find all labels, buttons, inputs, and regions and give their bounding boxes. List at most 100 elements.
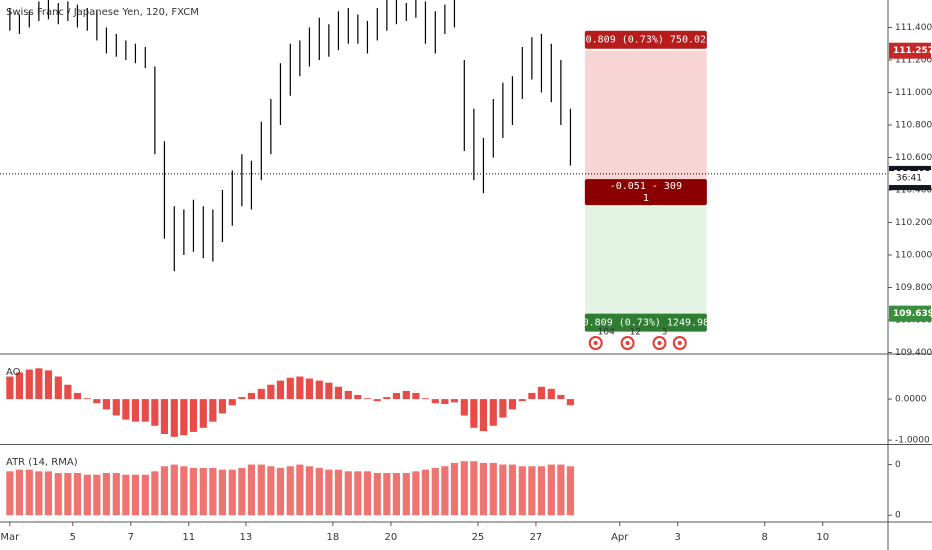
histogram-bar [64, 473, 72, 516]
histogram-bar [25, 469, 33, 516]
histogram-bar [257, 388, 265, 400]
histogram-bar [44, 471, 53, 516]
histogram-bar [6, 471, 14, 516]
histogram-bar [305, 378, 314, 400]
price-badge-label: 109.639 [893, 309, 932, 319]
x-tick-label: 13 [240, 532, 253, 543]
histogram-bar [354, 394, 362, 400]
histogram-bar [537, 466, 546, 516]
histogram-bar [199, 467, 207, 516]
histogram-bar [267, 384, 275, 400]
y-tick-label: 109.800 [895, 283, 932, 293]
price-badge [889, 305, 931, 322]
histogram-bar [421, 398, 430, 400]
histogram-bar [73, 392, 82, 400]
histogram-bar [450, 399, 459, 403]
histogram-bar [547, 464, 555, 516]
histogram-bar [238, 467, 246, 516]
histogram-bar [228, 469, 236, 516]
histogram-bar [431, 399, 439, 404]
y-tick-label: -1.0000 [895, 436, 930, 446]
histogram-bar [276, 380, 285, 400]
price-badge-label: 111.257 [893, 46, 932, 56]
histogram-bar [470, 399, 478, 428]
histogram-bar [499, 399, 507, 418]
event-dot [657, 341, 662, 345]
histogram-bar [112, 399, 120, 416]
x-tick-label: 8 [762, 532, 768, 543]
price-badge [889, 42, 931, 59]
y-tick-label: 0 [895, 460, 901, 470]
histogram-bar [373, 473, 381, 516]
histogram-bar [93, 399, 101, 404]
histogram-bar [6, 376, 14, 400]
histogram-bar [518, 466, 526, 516]
x-tick-label: 11 [182, 532, 195, 543]
entry-label-text: -0.051 - 309 [610, 181, 682, 192]
histogram-bar [83, 474, 91, 516]
y-tick-label: 111.400 [895, 23, 932, 33]
histogram-bar [131, 399, 140, 422]
histogram-bar [470, 461, 478, 516]
histogram-bar [528, 392, 536, 400]
histogram-bar [460, 461, 468, 516]
histogram-bar [180, 466, 188, 516]
histogram-bar [160, 399, 169, 434]
histogram-bar [344, 471, 352, 516]
histogram-bar [83, 398, 91, 400]
x-tick-label: 10 [816, 532, 829, 543]
histogram-bar [15, 469, 24, 516]
histogram-bar [93, 474, 101, 516]
histogram-bar [54, 473, 62, 516]
histogram-bar [151, 471, 159, 516]
histogram-bar [537, 386, 546, 400]
histogram-bar [402, 390, 410, 400]
histogram-bar [102, 473, 111, 516]
histogram-bar [180, 399, 188, 436]
histogram-bar [15, 372, 24, 400]
histogram-bar [566, 466, 575, 516]
y-tick-label: 110.800 [895, 120, 932, 130]
event-label: 3 [661, 328, 667, 338]
y-tick-label: 110.000 [895, 250, 932, 260]
histogram-bar [218, 469, 227, 516]
histogram-bar [383, 397, 391, 400]
histogram-bar [363, 471, 372, 516]
stop-label-text: 0.809 (0.73%) 1249.98 [583, 318, 709, 329]
y-tick-label: 110.600 [895, 153, 932, 163]
histogram-bar [170, 464, 178, 516]
event-label: 12 [630, 328, 641, 338]
histogram-bar [286, 377, 294, 400]
countdown: 36:41 [896, 174, 922, 184]
histogram-bar [189, 399, 198, 432]
x-tick-label: Apr [611, 532, 629, 543]
stop-label-box [584, 313, 707, 332]
histogram-bar [141, 399, 149, 422]
histogram-bar [489, 399, 497, 426]
histogram-bar [141, 474, 149, 516]
histogram-bar [64, 384, 72, 400]
histogram-bar [566, 399, 575, 406]
histogram-bar [412, 471, 420, 516]
histogram-bar [412, 392, 420, 400]
histogram-bar [122, 474, 130, 516]
histogram-bar [44, 370, 53, 400]
x-tick-label: 18 [327, 532, 340, 543]
pane-title: AO [6, 367, 21, 378]
histogram-bar [209, 399, 217, 422]
event-label: 104 [598, 328, 615, 338]
x-tick-label: 27 [530, 532, 543, 543]
histogram-bar [508, 399, 517, 410]
histogram-bar [325, 469, 333, 516]
profit-zone [584, 50, 707, 183]
histogram-bar [189, 467, 198, 516]
entry-label-text: 1 [643, 193, 649, 204]
histogram-bar [325, 382, 333, 400]
y-tick-label: 111.200 [895, 55, 932, 65]
histogram-bar [73, 473, 82, 516]
histogram-bar [557, 394, 565, 400]
histogram-bar [296, 376, 304, 400]
histogram-bar [450, 462, 459, 516]
histogram-bar [315, 467, 323, 516]
